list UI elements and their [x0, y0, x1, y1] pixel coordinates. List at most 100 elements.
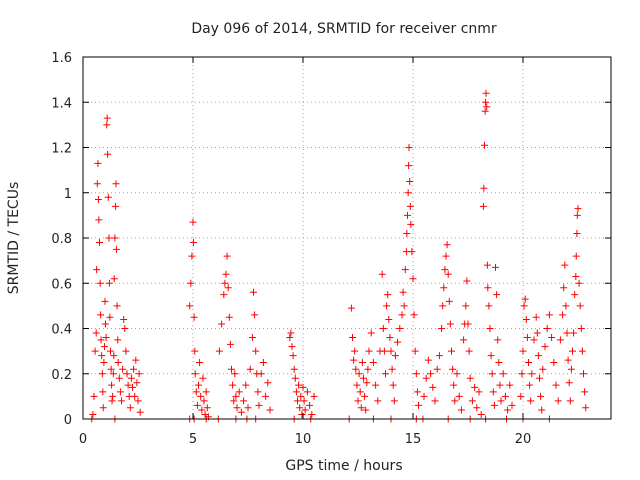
data-point [297, 392, 305, 400]
data-point [298, 410, 306, 418]
data-point [287, 329, 295, 337]
data-point [577, 325, 585, 332]
data-point [98, 352, 106, 360]
data-point [98, 370, 106, 378]
data-point [310, 392, 318, 400]
y-tick-label: 1.4 [51, 96, 72, 111]
data-point [349, 334, 356, 342]
data-point [295, 381, 303, 389]
data-point [136, 408, 144, 416]
data-point [388, 365, 396, 373]
data-point [97, 311, 105, 319]
data-point [196, 358, 204, 366]
data-point [481, 141, 488, 149]
data-point [433, 365, 441, 373]
data-point [240, 397, 248, 405]
data-point [94, 196, 102, 204]
data-point [538, 406, 546, 414]
data-point [190, 313, 198, 321]
data-point [126, 404, 134, 412]
data-point [448, 347, 455, 355]
data-point [471, 383, 479, 391]
data-point [131, 392, 139, 400]
data-point [123, 370, 131, 378]
data-point [473, 404, 481, 412]
data-point [101, 297, 109, 305]
data-point [221, 279, 229, 287]
data-point [501, 392, 509, 400]
y-tick-label: 0.6 [51, 277, 72, 292]
data-point [246, 365, 254, 373]
data-point [451, 397, 459, 405]
data-point [561, 261, 569, 269]
data-point [233, 404, 241, 412]
data-point [449, 365, 457, 373]
data-point [499, 370, 507, 378]
data-point [506, 381, 514, 389]
data-point [405, 144, 413, 151]
data-point [477, 410, 485, 418]
data-point [537, 392, 545, 400]
data-point [308, 410, 316, 418]
data-point [191, 347, 199, 355]
data-point [528, 370, 536, 378]
data-point [494, 336, 502, 344]
data-point [380, 347, 388, 355]
data-point [442, 252, 450, 260]
data-point [100, 358, 108, 366]
data-point [228, 365, 235, 373]
data-point [496, 381, 504, 389]
data-point [563, 329, 571, 337]
chart-title: Day 096 of 2014, SRMTID for receiver cnm… [191, 21, 497, 37]
data-point [129, 383, 136, 391]
data-point [116, 388, 124, 396]
data-point [235, 388, 243, 396]
data-point [532, 313, 540, 321]
data-point [367, 329, 375, 337]
data-point [108, 381, 116, 389]
data-point [559, 311, 567, 319]
data-point [242, 381, 250, 389]
data-point [357, 404, 365, 412]
data-point [527, 397, 535, 405]
data-point [222, 270, 230, 278]
data-point [387, 347, 395, 355]
x-tick-label: 20 [515, 432, 532, 447]
data-point [92, 329, 100, 337]
data-point [504, 406, 512, 414]
data-point [350, 356, 358, 364]
data-point [303, 388, 311, 396]
data-point [101, 320, 109, 328]
data-point [102, 334, 110, 342]
data-point [95, 216, 103, 224]
y-tick-label: 0.4 [51, 323, 72, 338]
data-point [111, 234, 119, 242]
data-point [409, 275, 417, 283]
y-tick-label: 1.2 [51, 142, 72, 157]
data-point [215, 347, 223, 355]
data-point [220, 291, 228, 299]
data-point [363, 379, 371, 387]
data-point [360, 374, 367, 382]
data-point [189, 239, 197, 247]
data-point [119, 365, 127, 373]
data-point [296, 404, 304, 412]
data-point [541, 343, 549, 351]
data-point [358, 358, 366, 366]
data-point [286, 334, 294, 342]
data-point [104, 193, 112, 201]
data-point [264, 379, 272, 387]
data-point [369, 358, 377, 366]
data-point [188, 252, 196, 260]
data-point [90, 392, 98, 400]
y-tick-label: 1 [64, 187, 72, 202]
data-point [411, 347, 419, 355]
data-point [406, 202, 414, 210]
data-point [197, 392, 205, 400]
data-point [186, 302, 194, 310]
data-point [250, 288, 257, 296]
tick-labels-layer: 0 0.2 0.4 0.6 0.8 1 1.2 1.4 1.6 0 5 10 15 20 [51, 51, 531, 447]
data-point [93, 266, 101, 274]
data-point [187, 279, 195, 287]
data-point [438, 325, 446, 332]
